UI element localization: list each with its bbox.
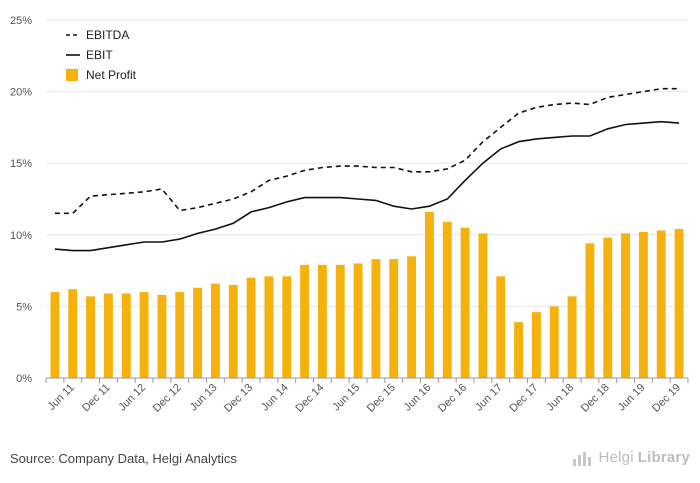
net-profit-bar bbox=[549, 306, 559, 378]
x-tick-label: Dec 19 bbox=[650, 382, 683, 415]
net-profit-bar bbox=[531, 312, 541, 378]
x-axis: Jun 11 Dec 11 Jun 12 Dec 12 Jun 13 Dec 13 Jun … bbox=[45, 377, 689, 415]
x-tick-label: Dec 12 bbox=[151, 382, 184, 415]
x-tick-label: Dec 17 bbox=[507, 382, 540, 415]
net-profit-bar bbox=[335, 264, 345, 378]
legend: EBITDA EBIT Net Profit bbox=[66, 28, 137, 82]
net-profit-bar bbox=[121, 293, 131, 378]
net-profit-bar bbox=[264, 276, 274, 378]
bar-chart-icon bbox=[572, 450, 595, 466]
line-series bbox=[54, 87, 680, 252]
x-tick-label: Jun 18 bbox=[544, 382, 576, 414]
net-profit-bar bbox=[478, 233, 488, 378]
net-profit-bar bbox=[656, 230, 666, 378]
net-profit-bar bbox=[68, 289, 78, 378]
chart: 0%5%10%15%20%25% Jun 11 Dec 11 Jun 12 Dec 1… bbox=[10, 15, 689, 415]
x-tick-label: Dec 16 bbox=[436, 382, 469, 415]
net-profit-bar bbox=[621, 233, 631, 378]
net-profit-bar bbox=[371, 259, 381, 378]
net-profit-bars bbox=[50, 211, 684, 378]
net-profit-bar bbox=[50, 292, 60, 378]
net-profit-bar bbox=[460, 227, 470, 378]
x-tick-label: Jun 15 bbox=[330, 382, 362, 414]
y-tick-label: 25% bbox=[10, 15, 32, 27]
net-profit-bar bbox=[175, 292, 185, 378]
x-tick-label: Jun 17 bbox=[473, 382, 505, 414]
ebit-line bbox=[54, 120, 680, 252]
net-profit-bar bbox=[424, 211, 434, 378]
net-profit-bar bbox=[193, 287, 203, 378]
brand-name-light: Helgi bbox=[598, 449, 634, 466]
net-profit-bar bbox=[389, 259, 399, 378]
x-tick-label: Jun 16 bbox=[402, 382, 434, 414]
y-axis-ticks: 0% 5% 10% 15% 20% 25% bbox=[10, 15, 32, 385]
net-profit-bar bbox=[228, 284, 238, 378]
y-tick-label: 5% bbox=[16, 301, 32, 313]
legend-swatch bbox=[66, 69, 78, 81]
brand-name-bold: Library bbox=[637, 449, 690, 466]
net-profit-bar bbox=[567, 296, 577, 378]
net-profit-bar bbox=[139, 292, 149, 378]
x-tick-label: Dec 11 bbox=[80, 382, 113, 415]
net-profit-bar bbox=[638, 231, 648, 378]
source-note: Source: Company Data, Helgi Analytics bbox=[10, 451, 237, 466]
x-tick-label: Jun 12 bbox=[116, 382, 148, 414]
net-profit-bar bbox=[353, 263, 363, 378]
net-profit-bar bbox=[407, 256, 417, 378]
net-profit-bar bbox=[514, 322, 524, 378]
net-profit-bar bbox=[246, 277, 256, 378]
brand-logo: Helgi Library bbox=[572, 449, 690, 466]
net-profit-bar bbox=[86, 296, 96, 378]
net-profit-bar bbox=[103, 293, 113, 378]
net-profit-bar bbox=[674, 229, 684, 378]
legend-label: EBIT bbox=[86, 48, 113, 62]
grid-lines bbox=[46, 19, 688, 307]
net-profit-bar bbox=[282, 276, 292, 378]
net-profit-bar bbox=[585, 243, 595, 378]
legend-label: Net Profit bbox=[86, 68, 137, 82]
y-tick-label: 0% bbox=[16, 373, 32, 385]
net-profit-bar bbox=[496, 276, 506, 378]
net-profit-bar bbox=[210, 283, 220, 378]
ebitda-line bbox=[54, 87, 680, 215]
legend-label: EBITDA bbox=[86, 28, 129, 42]
x-tick-label: Dec 15 bbox=[365, 382, 398, 415]
net-profit-bar bbox=[603, 237, 613, 378]
y-tick-label: 20% bbox=[10, 87, 32, 99]
y-tick-label: 10% bbox=[10, 230, 32, 242]
x-tick-label: Jun 11 bbox=[46, 382, 77, 413]
x-tick-label: Jun 14 bbox=[259, 382, 291, 414]
x-tick-label: Jun 13 bbox=[188, 382, 220, 414]
x-tick-label: Dec 13 bbox=[222, 382, 255, 415]
x-tick-label: Dec 14 bbox=[293, 382, 326, 415]
net-profit-bar bbox=[300, 264, 310, 378]
net-profit-bar bbox=[317, 264, 327, 378]
y-tick-label: 15% bbox=[10, 158, 32, 170]
x-tick-label: Jun 19 bbox=[616, 382, 648, 414]
net-profit-bar bbox=[157, 294, 167, 378]
x-tick-label: Dec 18 bbox=[579, 382, 612, 415]
net-profit-bar bbox=[442, 221, 452, 378]
